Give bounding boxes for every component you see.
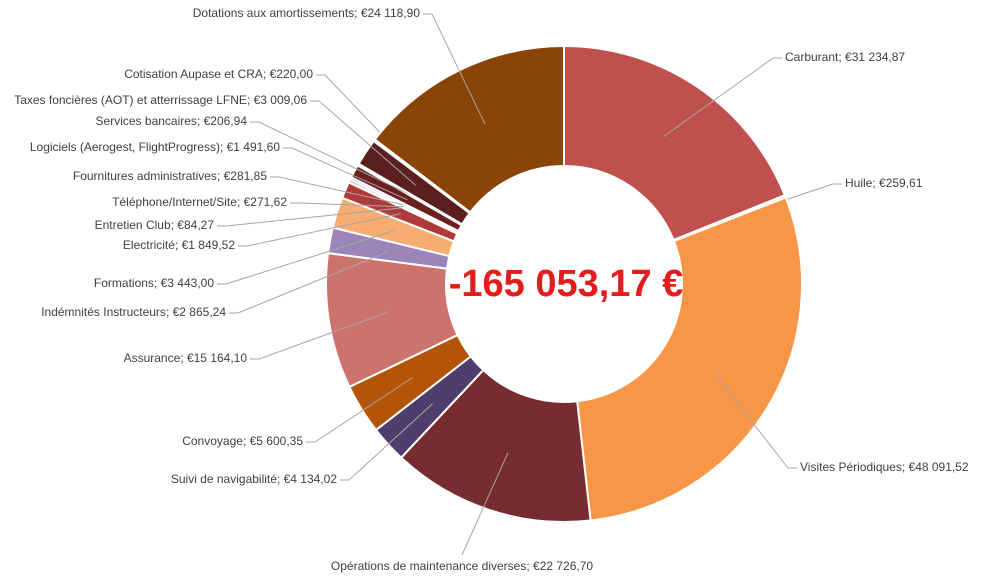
data-label: Taxes foncières (AOT) et atterrissage LF…	[14, 93, 307, 107]
value-label: €5 600,35	[250, 434, 304, 448]
value-label: €3 009,06	[254, 93, 308, 107]
leader-line	[715, 375, 797, 469]
data-label: Cotisation Aupase et CRA; €220,00	[124, 67, 313, 81]
leader-line	[663, 57, 782, 137]
separator: ;	[354, 6, 361, 20]
data-label: Carburant; €31 234,87	[785, 50, 905, 64]
category-name: Logiciels (Aerogest, FlightProgress)	[30, 140, 220, 154]
category-name: Opérations de maintenance diverses	[331, 559, 526, 573]
category-name: Electricité	[123, 238, 175, 252]
category-name: Indémnités Instructeurs	[41, 305, 166, 319]
leader-line	[250, 121, 411, 196]
separator: ;	[220, 140, 227, 154]
value-label: €22 726,70	[533, 559, 593, 573]
category-name: Entretien Club	[95, 218, 171, 232]
value-label: €1 849,52	[182, 238, 236, 252]
data-label: Convoyage; €5 600,35	[182, 434, 303, 448]
value-label: €259,61	[879, 176, 923, 190]
slice	[373, 44, 565, 214]
leader-line	[423, 13, 486, 125]
data-label: Logiciels (Aerogest, FlightProgress); €1…	[30, 140, 280, 154]
category-name: Cotisation Aupase et CRA	[124, 67, 263, 81]
separator: ;	[247, 93, 254, 107]
data-label: Dotations aux amortissements; €24 118,90	[193, 6, 421, 20]
data-label: Indémnités Instructeurs; €2 865,24	[41, 305, 226, 319]
separator: ;	[838, 50, 845, 64]
leader-line	[250, 311, 389, 360]
data-label: Suivi de navigabilité; €4 134,02	[171, 472, 337, 486]
separator: ;	[197, 114, 204, 128]
data-label: Entretien Club; €84,27	[95, 218, 215, 232]
category-name: Huile	[845, 176, 873, 190]
total-label: -165 053,17 €	[449, 263, 684, 305]
value-label: €281,85	[224, 169, 268, 183]
leader-line	[229, 250, 390, 314]
leader-line	[290, 202, 404, 208]
separator: ;	[237, 195, 244, 209]
category-name: Services bancaires	[96, 114, 197, 128]
separator: ;	[154, 276, 161, 290]
leader-line	[238, 213, 401, 247]
category-name: Suivi de navigabilité	[171, 472, 277, 486]
value-label: €24 118,90	[361, 6, 420, 20]
separator: ;	[277, 472, 284, 486]
separator: ;	[526, 559, 533, 573]
value-label: €48 091,52	[909, 460, 969, 474]
value-label: €3 443,00	[161, 276, 215, 290]
separator: ;	[902, 460, 909, 474]
leader-line	[270, 176, 405, 206]
slice	[576, 196, 803, 522]
value-label: €220,00	[270, 67, 314, 81]
category-name: Assurance	[124, 351, 181, 365]
category-name: Convoyage	[182, 434, 243, 448]
separator: ;	[872, 176, 879, 190]
slice	[563, 44, 787, 242]
value-label: €15 164,10	[187, 351, 247, 365]
value-label: €1 491,60	[227, 140, 281, 154]
separator: ;	[180, 351, 187, 365]
leader-line	[217, 207, 404, 227]
data-label: Opérations de maintenance diverses; €22 …	[331, 559, 594, 573]
value-label: €206,94	[204, 114, 248, 128]
value-label: €4 134,02	[284, 472, 338, 486]
separator: ;	[243, 434, 250, 448]
value-label: €271,62	[244, 195, 288, 209]
data-label: Visites Périodiques; €48 091,52	[800, 460, 969, 474]
category-name: Fournitures administratives	[73, 169, 217, 183]
leader-line	[461, 452, 509, 556]
category-name: Dotations aux amortissements	[193, 6, 354, 20]
leader-line	[310, 100, 417, 186]
category-name: Formations	[94, 276, 154, 290]
value-label: €2 865,24	[173, 305, 227, 319]
separator: ;	[175, 238, 182, 252]
leader-line	[340, 403, 433, 481]
separator: ;	[217, 169, 224, 183]
category-name: Carburant	[785, 50, 839, 64]
data-label: Huile; €259,61	[845, 176, 923, 190]
value-label: €31 234,87	[845, 50, 905, 64]
category-name: Téléphone/Internet/Site	[112, 195, 237, 209]
leader-line	[306, 377, 413, 443]
data-label: Services bancaires; €206,94	[96, 114, 248, 128]
category-name: Taxes foncières (AOT) et atterrissage LF…	[14, 93, 247, 107]
leader-line	[283, 147, 408, 201]
leader-line	[217, 230, 395, 285]
data-label: Fournitures administratives; €281,85	[73, 169, 267, 183]
data-label: Assurance; €15 164,10	[124, 351, 248, 365]
separator: ;	[263, 67, 270, 81]
category-name: Visites Périodiques	[800, 460, 902, 474]
separator: ;	[171, 218, 178, 232]
leader-line	[316, 74, 423, 177]
separator: ;	[166, 305, 173, 319]
data-label: Formations; €3 443,00	[94, 276, 214, 290]
value-label: €84,27	[177, 218, 214, 232]
data-label: Electricité; €1 849,52	[123, 238, 235, 252]
data-label: Téléphone/Internet/Site; €271,62	[112, 195, 287, 209]
